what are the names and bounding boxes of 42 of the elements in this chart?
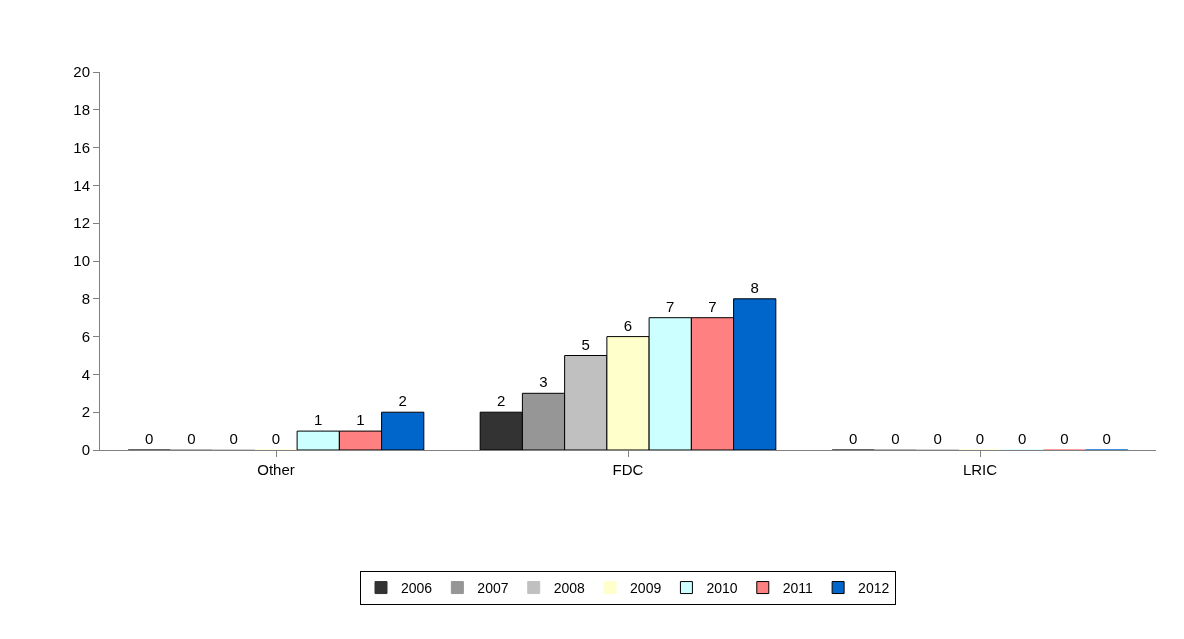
x-tick-label: Other bbox=[257, 461, 295, 478]
data-label: 0 bbox=[975, 430, 985, 447]
y-tick-label: 6 bbox=[81, 327, 90, 345]
legend-label: 2007 bbox=[477, 580, 509, 597]
data-label: 7 bbox=[708, 297, 717, 315]
y-tick-label: 8 bbox=[81, 290, 90, 308]
legend-label: 2006 bbox=[401, 580, 433, 597]
data-label: 5 bbox=[581, 335, 590, 353]
data-label: 7 bbox=[666, 297, 675, 315]
y-tick-label: 18 bbox=[73, 101, 90, 119]
y-tick-label: 12 bbox=[73, 214, 90, 232]
x-tick-label: FDC bbox=[612, 461, 644, 478]
y-tick-label: 20 bbox=[73, 63, 90, 81]
data-label: 0 bbox=[271, 430, 281, 447]
data-label: 0 bbox=[145, 430, 154, 447]
data-label: 1 bbox=[314, 411, 323, 429]
data-label: 0 bbox=[849, 430, 858, 447]
data-label: 0 bbox=[891, 430, 900, 447]
data-label: 1 bbox=[356, 411, 365, 429]
data-label: 0 bbox=[1060, 430, 1069, 447]
legend-label: 2010 bbox=[706, 580, 738, 597]
y-tick-label: 10 bbox=[73, 252, 90, 270]
data-label: 0 bbox=[933, 430, 942, 447]
y-tick-label: 16 bbox=[73, 138, 90, 156]
y-tick-label: 4 bbox=[81, 365, 90, 383]
legend-label: 2011 bbox=[782, 580, 814, 597]
data-label: 6 bbox=[623, 316, 633, 334]
y-tick-label: 0 bbox=[81, 441, 90, 459]
data-label: 0 bbox=[1102, 430, 1111, 447]
data-label: 8 bbox=[750, 278, 759, 296]
legend-label: 2008 bbox=[553, 580, 586, 597]
data-label: 3 bbox=[539, 373, 548, 391]
data-label: 2 bbox=[398, 392, 407, 410]
data-label: 0 bbox=[1018, 430, 1027, 447]
data-label: 0 bbox=[187, 430, 196, 447]
data-label: 0 bbox=[229, 430, 238, 447]
legend-label: 2012 bbox=[858, 580, 890, 597]
y-tick-label: 14 bbox=[73, 176, 90, 194]
legend-label: 2009 bbox=[630, 580, 662, 597]
y-tick-label: 2 bbox=[81, 403, 90, 421]
x-tick-label: LRIC bbox=[962, 461, 998, 478]
data-label: 2 bbox=[497, 392, 506, 410]
